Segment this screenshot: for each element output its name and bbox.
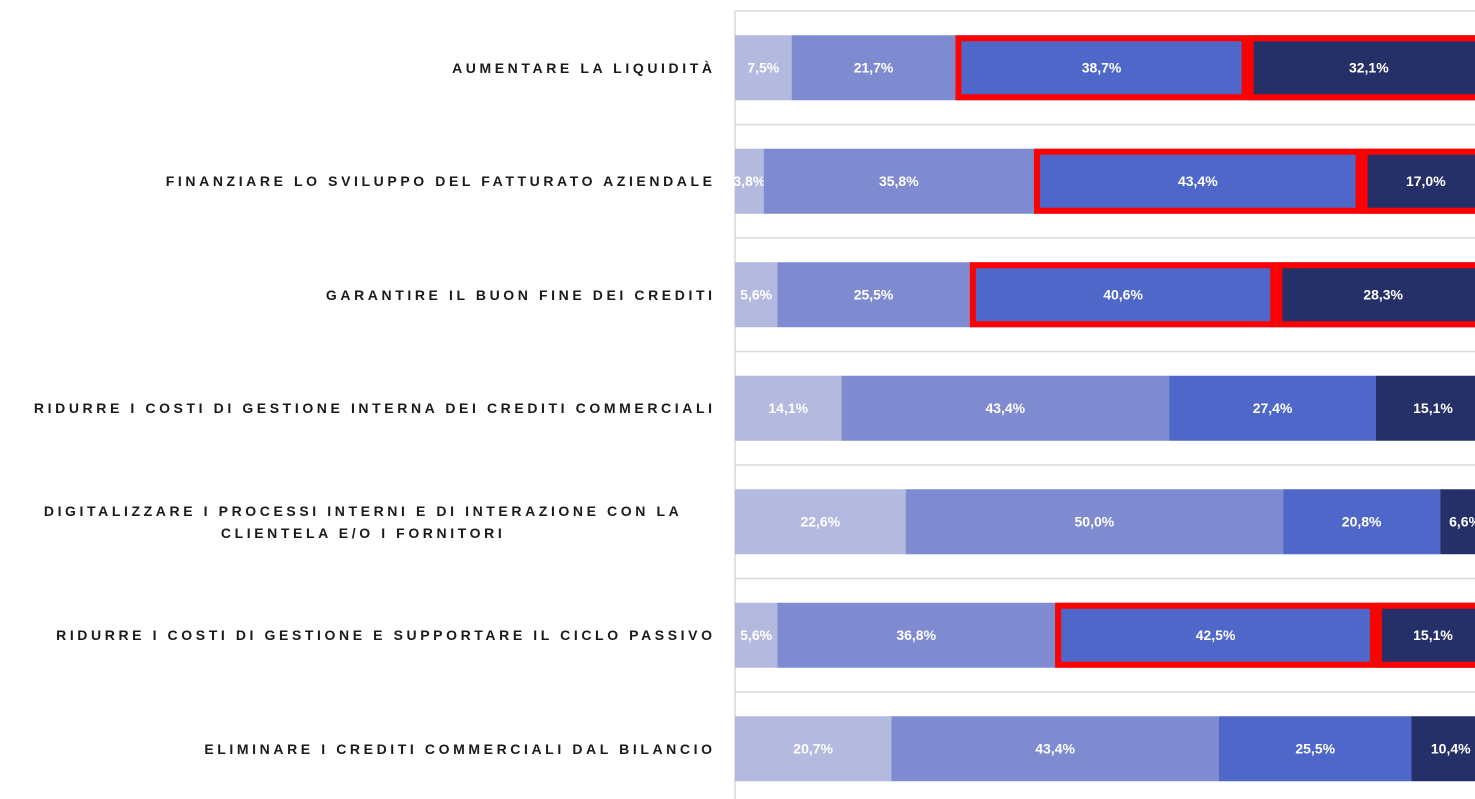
bar-segment (1440, 489, 1475, 555)
value-label: 43,4% (1035, 740, 1075, 756)
bar-segment (1055, 602, 1376, 668)
value-label: 43,4% (985, 400, 1025, 416)
value-label: 50,0% (1075, 513, 1115, 529)
value-label: 40,6% (1103, 286, 1143, 302)
bar-segment (891, 716, 1219, 782)
bar-segment (735, 602, 778, 668)
bar-segment (763, 148, 1034, 214)
value-label: 7,5% (747, 59, 779, 75)
value-label: 5,6% (740, 286, 772, 302)
value-label: 28,3% (1363, 286, 1403, 302)
value-label: 25,5% (1295, 740, 1335, 756)
category-label: RIDURRE I COSTI DI GESTIONE E SUPPORTARE… (56, 627, 716, 644)
bar-segment (1218, 716, 1412, 782)
bar-segment (791, 35, 956, 101)
category-label: FINANZIARE LO SVILUPPO DEL FATTURATO AZI… (165, 173, 716, 190)
value-label: 17,0% (1406, 173, 1446, 189)
highlight-box (955, 35, 1248, 101)
category-label: DIGITALIZZARE I PROCESSI INTERNI E DI IN… (43, 502, 683, 541)
bar-segment (777, 262, 970, 328)
highlight-box (1247, 35, 1475, 101)
bar-segment (841, 375, 1170, 441)
bar-segment (969, 262, 1277, 328)
highlight-box (1361, 148, 1475, 214)
bar-segment (735, 716, 892, 782)
bar-segment (1361, 148, 1475, 214)
bar-segment (777, 602, 1056, 668)
bar-segment (1375, 375, 1475, 441)
value-label: 3,8% (733, 173, 765, 189)
bar-segment (1375, 602, 1475, 668)
value-label: 20,8% (1342, 513, 1382, 529)
category-label: AUMENTARE LA LIQUIDITÀ (452, 59, 716, 76)
highlight-box (1055, 602, 1376, 668)
value-label: 5,6% (740, 627, 772, 643)
highlight-box (1276, 262, 1475, 328)
bar-segment (1411, 716, 1475, 782)
bar-segment (735, 148, 764, 214)
value-label: 6,6% (1449, 513, 1475, 529)
bar-segment (735, 375, 842, 441)
value-label: 15,1% (1413, 627, 1453, 643)
value-label: 42,5% (1196, 627, 1236, 643)
value-label: 20,7% (793, 740, 833, 756)
category-label: GARANTIRE IL BUON FINE DEI CREDITI (325, 286, 716, 303)
category-label: ELIMINARE I CREDITI COMMERCIALI DAL BILA… (204, 740, 716, 757)
value-label: 35,8% (879, 173, 919, 189)
bar-segment (735, 489, 906, 555)
bar-segment (1169, 375, 1376, 441)
highlight-box (1033, 148, 1362, 214)
value-label: 36,8% (896, 627, 936, 643)
value-label: 22,6% (800, 513, 840, 529)
bar-segment (1247, 35, 1475, 101)
value-label: 43,4% (1178, 173, 1218, 189)
value-label: 25,5% (854, 286, 894, 302)
value-label: 21,7% (854, 59, 894, 75)
value-label: 14,1% (768, 400, 808, 416)
bar-segment (1283, 489, 1441, 555)
value-label: 38,7% (1082, 59, 1122, 75)
category-label: RIDURRE I COSTI DI GESTIONE INTERNA DEI … (33, 400, 716, 417)
value-label: 10,4% (1431, 740, 1471, 756)
bar-segment (955, 35, 1248, 101)
bar-segment (905, 489, 1284, 555)
bar-segment (1276, 262, 1475, 328)
value-label: 32,1% (1349, 59, 1389, 75)
value-label: 15,1% (1413, 400, 1453, 416)
value-label: 27,4% (1253, 400, 1293, 416)
highlight-box (969, 262, 1277, 328)
bar-segment (735, 35, 792, 101)
bar-segment (1033, 148, 1362, 214)
bar-segment (735, 262, 778, 328)
highlight-box (1375, 602, 1475, 668)
